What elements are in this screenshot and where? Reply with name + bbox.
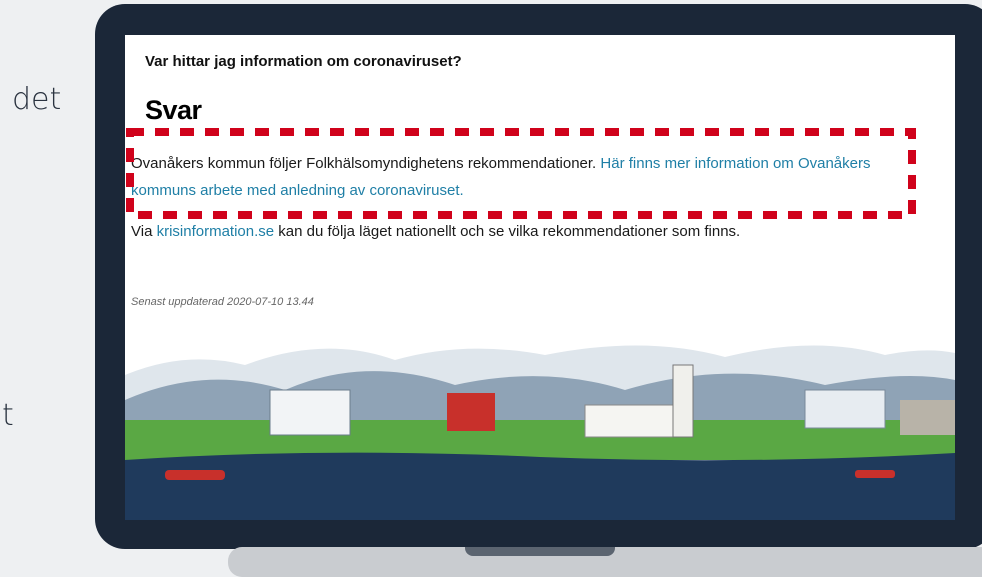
red-house <box>447 393 495 431</box>
screen: Var hittar jag information om coronaviru… <box>125 35 955 520</box>
church <box>585 405 675 437</box>
page: det t Var hittar jag information om coro… <box>0 0 982 575</box>
illustration <box>125 35 955 520</box>
water <box>125 453 955 520</box>
laptop-notch <box>465 547 615 556</box>
building <box>805 390 885 428</box>
boat <box>165 470 225 480</box>
background-text: det <box>12 82 61 117</box>
background-text: t <box>2 398 14 433</box>
highlight-box <box>130 132 912 215</box>
boat <box>855 470 895 478</box>
stone-house <box>900 400 955 435</box>
church-tower <box>673 365 693 437</box>
manor <box>270 390 350 435</box>
